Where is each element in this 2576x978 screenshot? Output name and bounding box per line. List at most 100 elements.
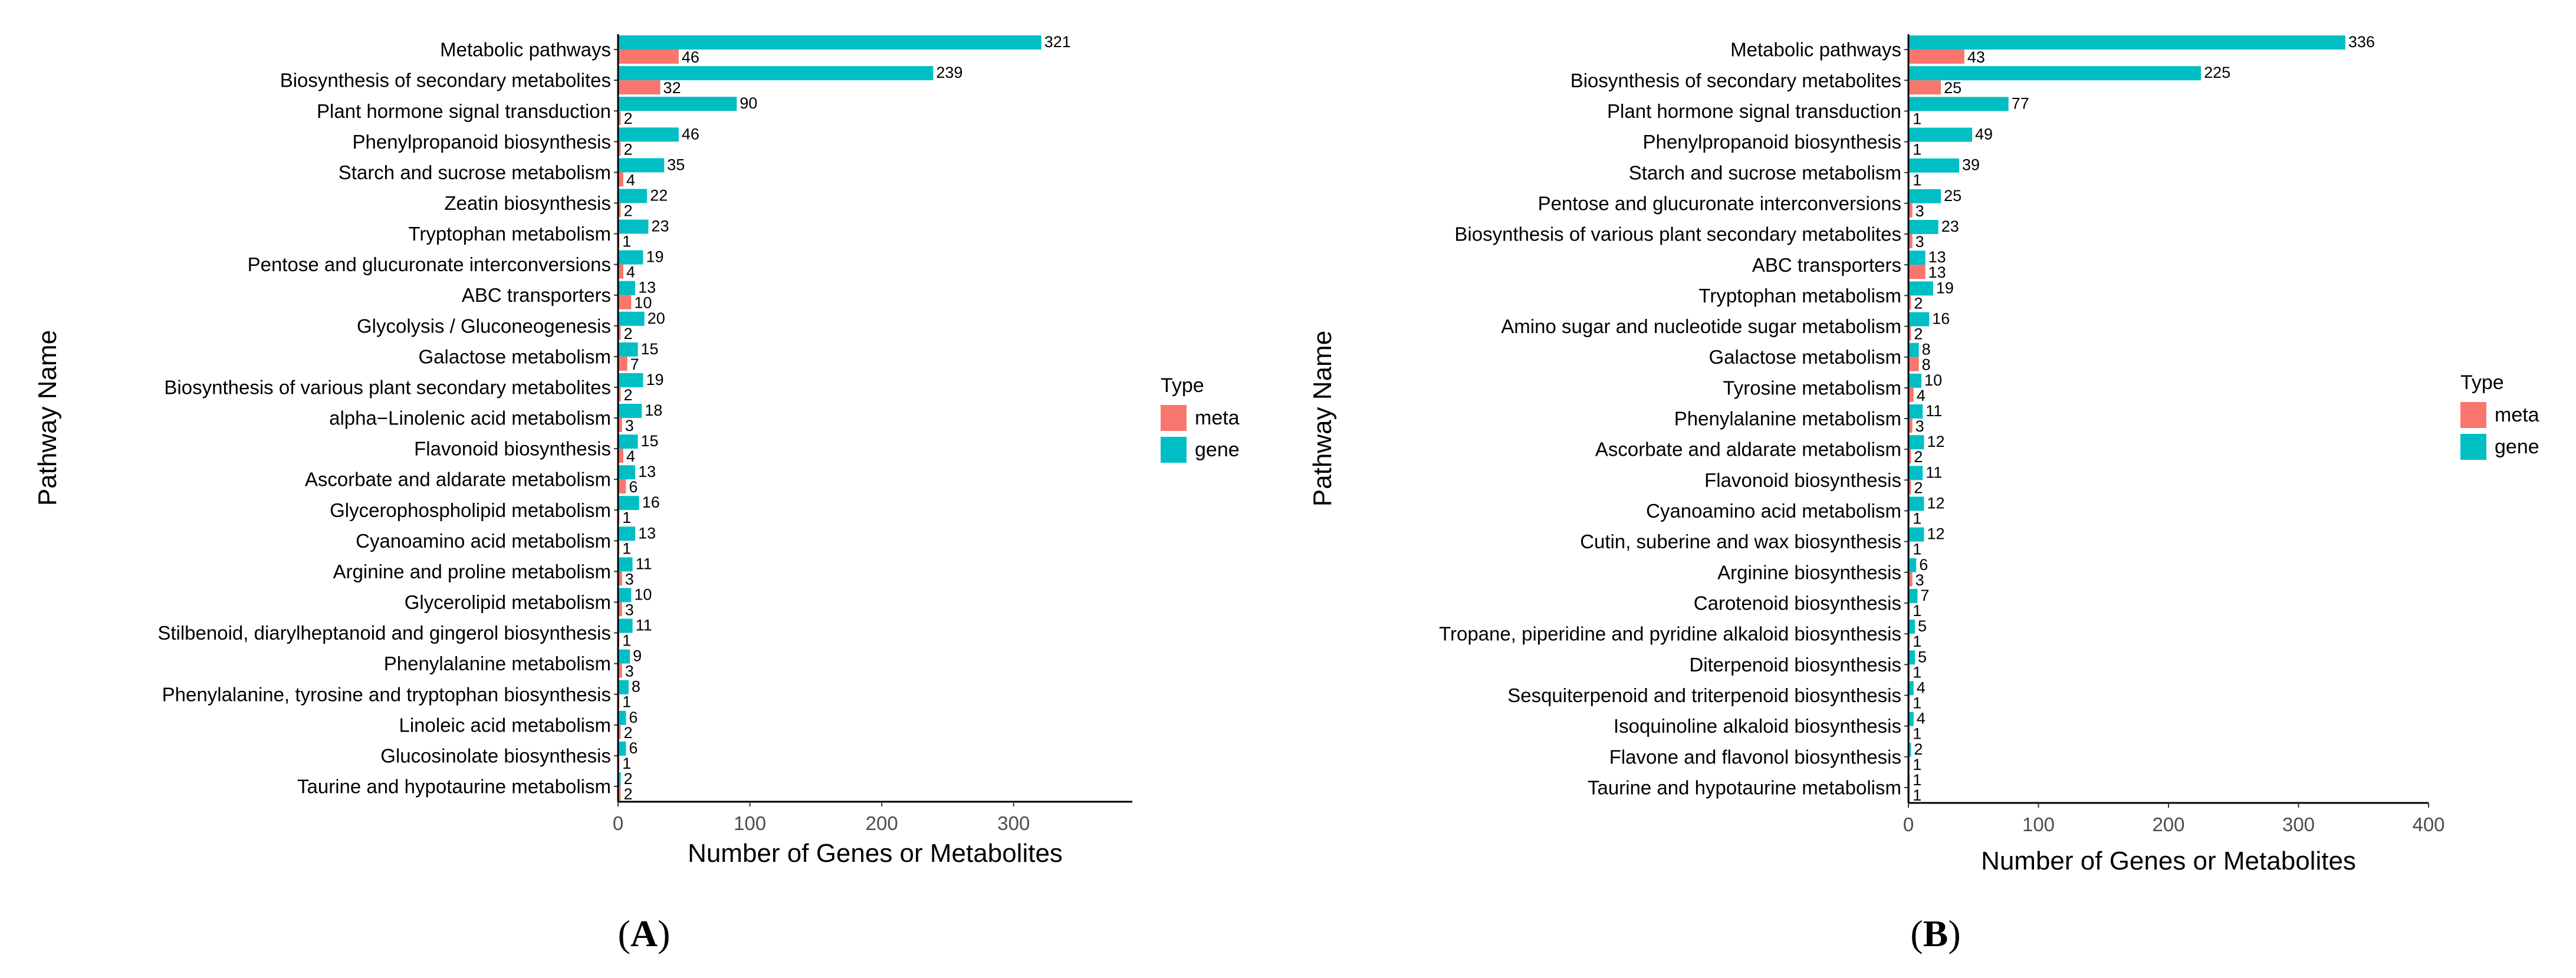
bar-gene: [1908, 496, 1924, 511]
category-label: Galactose metabolism: [419, 345, 611, 367]
data-label-meta: 2: [1914, 448, 1923, 466]
data-label-gene: 12: [1927, 525, 1944, 543]
bar-gene: [1908, 527, 1924, 542]
data-label-gene: 49: [1975, 126, 1993, 143]
data-label-meta: 1: [1913, 541, 1921, 558]
data-label-gene: 321: [1044, 33, 1071, 51]
category-label: Galactose metabolism: [1709, 346, 1901, 368]
bar-gene: [618, 772, 621, 786]
data-label-gene: 15: [641, 432, 659, 450]
bar-gene: [1908, 281, 1933, 296]
data-label-gene: 6: [1919, 556, 1928, 574]
data-label-meta: 2: [1914, 294, 1923, 312]
bar-meta: [618, 418, 622, 432]
bar-meta: [618, 786, 621, 801]
legend-swatch-gene: [2460, 434, 2486, 460]
data-label-meta: 3: [625, 570, 634, 588]
data-label-meta: 1: [622, 632, 631, 650]
legend: Type meta gene: [2460, 371, 2539, 460]
data-label-meta: 7: [630, 355, 639, 373]
data-label-meta: 3: [1915, 417, 1924, 435]
data-label-meta: 4: [626, 447, 635, 465]
legend-label-gene: gene: [2495, 436, 2539, 458]
data-label-gene: 10: [1924, 371, 1942, 389]
data-label-gene: 4: [1917, 679, 1926, 696]
bar-gene: [618, 680, 629, 694]
data-label-meta: 4: [626, 264, 635, 281]
data-label-gene: 77: [2012, 94, 2029, 112]
bar-gene: [1908, 404, 1923, 419]
data-label-meta: 1: [622, 693, 631, 711]
data-label-gene: 19: [646, 371, 663, 388]
bar-meta: [618, 50, 679, 64]
data-label-meta: 46: [682, 48, 699, 66]
category-label: Tryptophan metabolism: [408, 223, 611, 245]
data-label-meta: 10: [634, 294, 652, 312]
legend-label-gene: gene: [1195, 439, 1240, 461]
caption-paren-open: (: [618, 913, 630, 954]
bar-gene: [618, 741, 626, 756]
data-label-meta: 1: [622, 233, 631, 251]
data-label-meta: 4: [626, 171, 635, 189]
bar-gene: [618, 66, 934, 81]
category-label: Glycolysis / Gluconeogenesis: [357, 315, 611, 337]
data-label-meta: 25: [1944, 79, 1961, 97]
data-label-gene: 239: [936, 64, 962, 81]
data-label-meta: 3: [625, 417, 634, 434]
category-label: Cutin, suberine and wax biosynthesis: [1580, 531, 1901, 552]
x-tick-label: 300: [2282, 814, 2315, 835]
bar-gene: [1908, 588, 1918, 603]
bar-gene: [618, 557, 633, 572]
caption-paren-open: (: [1910, 913, 1923, 954]
category-label: Pentose and glucuronate interconversions: [248, 253, 611, 275]
data-label-gene: 18: [645, 401, 662, 419]
category-label: Biosynthesis of various plant secondary …: [1454, 223, 1901, 245]
category-label: Glycerolipid metabolism: [405, 591, 611, 613]
data-label-meta: 1: [622, 755, 631, 772]
bar-meta: [618, 141, 621, 156]
data-label-gene: 6: [629, 709, 638, 726]
bar-gene: [618, 342, 638, 357]
category-label: Plant hormone signal transduction: [317, 100, 611, 122]
category-label: Carotenoid biosynthesis: [1694, 592, 1901, 614]
bar-gene: [618, 496, 639, 511]
bar-gene: [618, 588, 632, 602]
data-label-gene: 13: [638, 279, 656, 297]
data-label-meta: 1: [1913, 663, 1921, 681]
bar-gene: [618, 35, 1041, 50]
bar-gene: [618, 250, 643, 265]
bar-meta: [1908, 80, 1941, 95]
category-label: Tryptophan metabolism: [1698, 285, 1901, 307]
data-label-gene: 25: [1944, 187, 1961, 205]
bar-gene: [618, 526, 636, 541]
bar-meta: [618, 356, 627, 371]
category-label: Tyrosine metabolism: [1723, 377, 1901, 399]
category-label: Ascorbate and aldarate metabolism: [1595, 439, 1901, 460]
data-label-gene: 10: [634, 585, 652, 603]
category-label: Flavonoid biosynthesis: [414, 438, 611, 460]
bar-gene: [618, 434, 638, 449]
category-label: Pentose and glucuronate interconversions: [1538, 192, 1901, 214]
data-label-gene: 12: [1927, 433, 1944, 450]
bar-gene: [1908, 251, 1926, 265]
data-label-gene: 13: [638, 463, 656, 480]
category-label: Flavone and flavonol biosynthesis: [1609, 746, 1901, 768]
data-label-gene: 23: [651, 218, 669, 235]
category-label: Taurine and hypotaurine metabolism: [297, 776, 611, 798]
legend-title: Type: [2460, 371, 2504, 394]
bar-meta: [1908, 572, 1913, 587]
caption-letter: A: [630, 913, 658, 954]
bar-meta: [618, 172, 623, 187]
category-label: Biosynthesis of secondary metabolites: [1570, 70, 1901, 91]
bar-gene: [618, 311, 645, 326]
bar-meta: [618, 325, 621, 340]
legend-swatch-gene: [1161, 437, 1187, 463]
bar-meta: [1908, 295, 1911, 310]
x-tick-label: 400: [2412, 814, 2444, 835]
caption-letter: B: [1923, 913, 1949, 954]
data-label-gene: 11: [1926, 463, 1942, 481]
bar-meta: [618, 449, 623, 463]
data-label-meta: 1: [1913, 110, 1921, 127]
data-label-meta: 3: [1915, 202, 1924, 220]
